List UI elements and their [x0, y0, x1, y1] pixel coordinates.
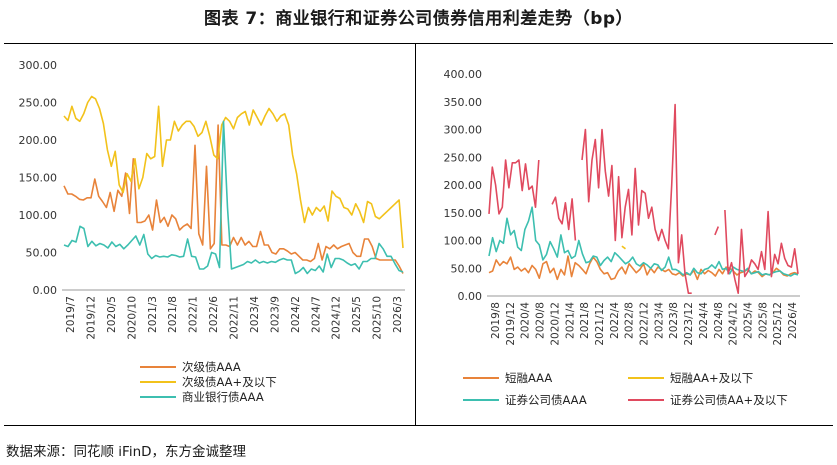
x-tick-label: 2023/8 [668, 302, 680, 339]
x-tick-label: 2020/12 [549, 302, 561, 346]
y-tick-label: 0.00 [458, 290, 483, 303]
legend-label: 短融AAA [505, 371, 552, 385]
x-tick-label: 2025/5 [351, 296, 363, 333]
y-tick-label: 400.00 [444, 68, 483, 81]
legend-label: 次级债AA+及以下 [182, 375, 277, 389]
x-tick-label: 2022/11 [229, 296, 241, 340]
y-tick-label: 150.00 [19, 172, 58, 185]
panel-divider [415, 43, 416, 426]
x-tick-label: 2020/8 [535, 302, 547, 339]
legend-label: 短融AA+及以下 [670, 371, 753, 385]
y-tick-label: 200.00 [19, 134, 58, 147]
series-line-3 [488, 206, 799, 277]
legend-label: 证券公司债AA+及以下 [670, 393, 788, 407]
x-tick-label: 2019/12 [85, 296, 97, 340]
y-tick-label: 100.00 [19, 209, 58, 222]
x-tick-label: 2022/8 [624, 302, 636, 339]
legend-label: 次级债AAA [182, 360, 241, 374]
y-tick-label: 250.00 [444, 151, 483, 164]
series-line-1 [63, 124, 404, 274]
y-tick-label: 100.00 [444, 235, 483, 248]
x-tick-label: 2024/7 [310, 296, 322, 333]
chart-frame [4, 43, 833, 426]
x-tick-label: 2020/4 [520, 302, 532, 339]
x-tick-label: 2019/8 [490, 302, 502, 339]
y-tick-label: 0.00 [33, 284, 58, 297]
y-tick-label: 250.00 [19, 97, 58, 110]
x-tick-label: 2022/6 [208, 296, 220, 333]
x-tick-label: 2021/12 [594, 302, 606, 346]
x-tick-label: 2023/4 [249, 296, 261, 333]
x-tick-label: 2022/1 [188, 296, 200, 333]
x-tick-label: 2022/4 [609, 302, 621, 339]
y-tick-label: 150.00 [444, 207, 483, 220]
x-tick-label: 2024/2 [290, 296, 302, 333]
x-tick-label: 2021/4 [564, 302, 576, 339]
x-tick-label: 2021/3 [147, 296, 159, 333]
series-line-2 [622, 246, 730, 256]
x-tick-label: 2019/7 [65, 296, 77, 333]
x-tick-label: 2025/8 [757, 302, 769, 339]
y-tick-label: 300.00 [444, 124, 483, 137]
y-tick-label: 50.00 [451, 262, 483, 275]
x-tick-label: 2025/4 [742, 302, 754, 339]
x-tick-label: 2025/10 [372, 296, 384, 340]
series-line-2 [63, 95, 404, 249]
y-tick-label: 50.00 [26, 247, 58, 260]
x-tick-label: 2021/8 [579, 302, 591, 339]
x-tick-label: 2024/12 [331, 296, 343, 340]
page-title: 图表 7：商业银行和证券公司债券信用利差走势（bp） [203, 9, 634, 29]
x-tick-label: 2024/4 [698, 302, 710, 339]
y-tick-label: 300.00 [19, 59, 58, 72]
x-tick-label: 2023/9 [269, 296, 281, 333]
x-tick-label: 2021/8 [167, 296, 179, 333]
x-tick-label: 2019/12 [505, 302, 517, 346]
x-tick-label: 2025/12 [772, 302, 784, 346]
x-tick-label: 2023/4 [653, 302, 665, 339]
series-line-4 [488, 103, 799, 294]
y-tick-label: 350.00 [444, 96, 483, 109]
x-tick-label: 2024/8 [713, 302, 725, 339]
series-line-3 [63, 120, 404, 275]
x-tick-label: 2020/5 [106, 296, 118, 333]
legend-label: 商业银行债AAA [182, 390, 264, 404]
x-tick-label: 2026/4 [787, 302, 799, 339]
y-tick-label: 200.00 [444, 179, 483, 192]
source-note: 数据来源：同花顺 iFinD，东方金诚整理 [6, 444, 247, 460]
legend-label: 证券公司债AAA [505, 393, 587, 407]
x-tick-label: 2026/3 [392, 296, 404, 333]
x-tick-label: 2020/10 [126, 296, 138, 340]
x-tick-label: 2024/12 [728, 302, 740, 346]
x-tick-label: 2023/12 [683, 302, 695, 346]
x-tick-label: 2022/12 [639, 302, 651, 346]
